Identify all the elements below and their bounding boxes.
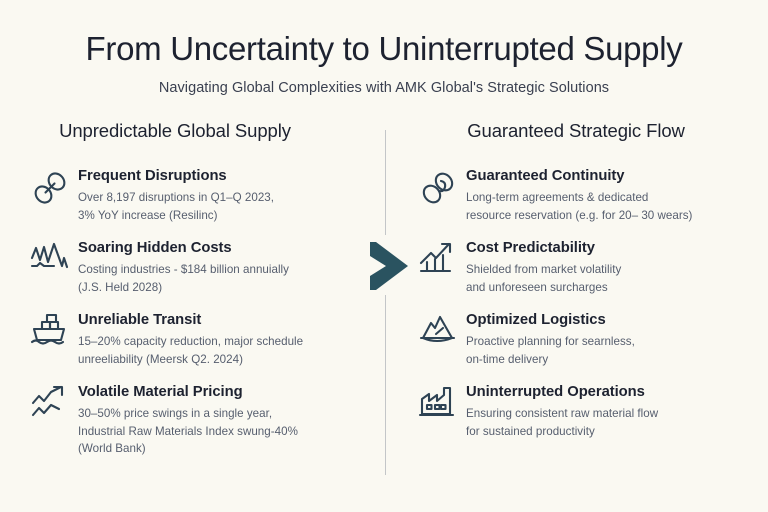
list-item: Cost Predictability Shielded from market… bbox=[410, 238, 754, 296]
zigzag-trend-arrow-icon bbox=[22, 382, 78, 436]
list-item-description: Shielded from market volatility and unfo… bbox=[466, 263, 622, 294]
list-item-body: Unreliable Transit 15–20% capacity reduc… bbox=[78, 310, 366, 368]
page-subtitle: Navigating Global Complexities with AMK … bbox=[158, 79, 610, 96]
column-problems: Unpredictable Global Supply Frequent Dis… bbox=[22, 120, 366, 471]
mountain-route-icon bbox=[410, 310, 466, 364]
volatile-line-chart-icon bbox=[22, 238, 78, 292]
center-divider-top bbox=[385, 130, 386, 235]
list-item: Volatile Material Pricing 30–50% price s… bbox=[22, 382, 366, 457]
header: From Uncertainty to Uninterrupted Supply… bbox=[0, 30, 768, 96]
chevron-right-icon bbox=[368, 240, 410, 292]
list-item-body: Optimized Logistics Proactive planning f… bbox=[466, 310, 754, 368]
list-item-title: Optimized Logistics bbox=[466, 312, 606, 328]
list-item-description: Over 8,197 disruptions in Q1–Q 2023, 3% … bbox=[78, 191, 274, 222]
list-item-description: Long-term agreements & dedicated resourc… bbox=[466, 191, 693, 222]
list-item-title: Frequent Disruptions bbox=[78, 168, 227, 184]
list-item-title: Uninterrupted Operations bbox=[466, 384, 645, 400]
list-item-title: Unreliable Transit bbox=[78, 312, 202, 328]
connected-chain-link-icon bbox=[410, 166, 466, 220]
list-item-title: Soaring Hidden Costs bbox=[78, 240, 232, 256]
list-item-description: Costing industries - $184 billion annuia… bbox=[78, 263, 289, 294]
cargo-ship-icon bbox=[22, 310, 78, 364]
list-item: Frequent Disruptions Over 8,197 disrupti… bbox=[22, 166, 366, 224]
list-item: Uninterrupted Operations Ensuring consis… bbox=[410, 382, 754, 440]
list-item: Soaring Hidden Costs Costing industries … bbox=[22, 238, 366, 296]
list-item-body: Uninterrupted Operations Ensuring consis… bbox=[466, 382, 754, 440]
growth-bar-chart-arrow-icon bbox=[410, 238, 466, 292]
list-item-description: Proactive planning for searnless, on-tim… bbox=[466, 335, 635, 366]
list-item: Unreliable Transit 15–20% capacity reduc… bbox=[22, 310, 366, 368]
list-item-title: Cost Predictability bbox=[466, 240, 595, 256]
center-divider-bottom bbox=[385, 295, 386, 475]
broken-chain-link-icon bbox=[22, 166, 78, 220]
list-item-description: 30–50% price swings in a single year, In… bbox=[78, 407, 298, 455]
factory-icon bbox=[410, 382, 466, 436]
list-item-body: Guaranteed Continuity Long-term agreemen… bbox=[466, 166, 754, 224]
list-item-body: Soaring Hidden Costs Costing industries … bbox=[78, 238, 366, 296]
list-item: Optimized Logistics Proactive planning f… bbox=[410, 310, 754, 368]
column-heading-problems: Unpredictable Global Supply bbox=[59, 120, 291, 141]
list-item-title: Volatile Material Pricing bbox=[78, 384, 243, 400]
list-item-title: Guaranteed Continuity bbox=[466, 168, 625, 184]
list-item-body: Cost Predictability Shielded from market… bbox=[466, 238, 754, 296]
columns-container: Unpredictable Global Supply Frequent Dis… bbox=[0, 120, 768, 500]
column-heading-solutions: Guaranteed Strategic Flow bbox=[467, 120, 685, 141]
list-item-body: Frequent Disruptions Over 8,197 disrupti… bbox=[78, 166, 366, 224]
list-item: Guaranteed Continuity Long-term agreemen… bbox=[410, 166, 754, 224]
page-title: From Uncertainty to Uninterrupted Supply bbox=[85, 30, 683, 67]
list-item-description: Ensuring consistent raw material flow fo… bbox=[466, 407, 659, 438]
list-item-description: 15–20% capacity reduction, major schedul… bbox=[78, 335, 304, 366]
list-item-body: Volatile Material Pricing 30–50% price s… bbox=[78, 382, 366, 457]
column-solutions: Guaranteed Strategic Flow Guaranteed Con… bbox=[410, 120, 754, 454]
